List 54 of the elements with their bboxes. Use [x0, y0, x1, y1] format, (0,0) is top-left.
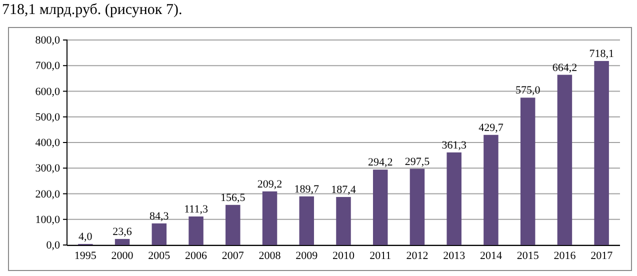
data-label: 429,7: [478, 122, 504, 134]
bar: [262, 191, 278, 245]
bar: [299, 196, 314, 245]
bar: [484, 134, 498, 245]
x-tick-label: 1995: [74, 250, 97, 262]
bar: [446, 152, 462, 245]
bar: [152, 223, 167, 245]
y-tick-label: 500,0: [35, 111, 60, 124]
x-tick-label: 2017: [590, 250, 614, 262]
bar: [410, 168, 425, 245]
x-tick-label: 2005: [148, 250, 171, 262]
data-label: 23,6: [112, 226, 132, 238]
y-tick-label: 400,0: [35, 137, 60, 150]
y-tick-label: 200,0: [35, 188, 60, 200]
data-label: 294,2: [368, 156, 393, 169]
x-tick-label: 2012: [406, 250, 428, 262]
x-tick-label: 2008: [258, 250, 282, 262]
text: 718,1 млрд.руб. (рисунок 7).: [2, 2, 182, 18]
x-tick-label: 2015: [516, 250, 540, 262]
x-tick-label: 2009: [296, 250, 318, 262]
data-label: 209,2: [257, 178, 282, 190]
x-tick-label: 2016: [554, 250, 576, 262]
data-label: 664,2: [552, 62, 578, 74]
data-label: 187,4: [331, 184, 356, 196]
y-tick-label: 300,0: [35, 162, 60, 175]
y-tick-label: 800,0: [35, 34, 60, 47]
x-tick-label: 2010: [332, 250, 355, 262]
x-tick-label: 2006: [185, 250, 208, 262]
y-tick-label: 100,0: [35, 214, 60, 226]
y-tick-label: 600,0: [35, 86, 60, 98]
bar: [336, 196, 351, 245]
bar: [188, 216, 204, 245]
y-tick-label: 0,0: [46, 240, 60, 252]
data-label: 84,3: [150, 210, 170, 222]
x-tick-label: 2007: [222, 250, 244, 262]
y-tick-label: 700,0: [35, 60, 60, 72]
x-tick-label: 2013: [443, 250, 466, 262]
bar: [372, 170, 388, 245]
data-label: 4,0: [78, 230, 93, 243]
data-label: 361,3: [442, 139, 467, 152]
bar: [557, 74, 572, 245]
data-label: 575,0: [515, 84, 541, 97]
data-label: 156,5: [220, 192, 246, 204]
bar: [226, 204, 240, 245]
data-label: 111,3: [184, 203, 208, 216]
x-tick-label: 2011: [370, 250, 392, 262]
data-label: 189,7: [294, 183, 320, 196]
data-label: 718,1: [589, 48, 614, 60]
x-tick-label: 2014: [480, 250, 502, 262]
bar: [520, 98, 536, 245]
x-tick-label: 2000: [111, 250, 134, 262]
data-label: 297,5: [404, 156, 430, 168]
bar: [114, 238, 130, 245]
bar: [594, 60, 609, 245]
